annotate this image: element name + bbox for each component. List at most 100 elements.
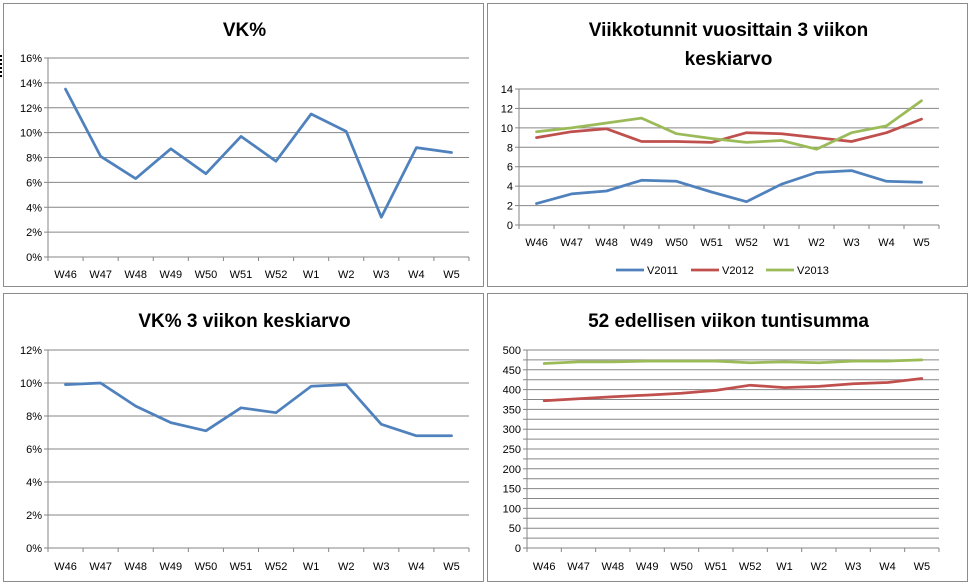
y-tick-label: 0% [26, 543, 42, 555]
x-tick-label: W50 [195, 561, 218, 573]
chart-title: Viikkotunnit vuosittain 3 viikon [589, 20, 868, 41]
x-tick-label: W3 [843, 237, 860, 249]
y-tick-label: 400 [503, 385, 521, 397]
clipped-sheet-border [0, 55, 3, 77]
x-tick-label: W1 [303, 561, 320, 573]
chart-title: keskiarvo [685, 49, 773, 70]
y-tick-label: 4% [26, 477, 42, 489]
y-tick-label: 8% [26, 153, 42, 165]
chart-title: VK% [223, 20, 266, 41]
x-tick-label: W46 [525, 237, 548, 249]
x-tick-label: W50 [670, 561, 693, 573]
chart-vk-3week-avg: VK% 3 viikon keskiarvo 0% 2% 4% 6% 8% 10% 12% W4… [20, 311, 470, 573]
x-tick-label: W51 [705, 561, 728, 573]
y-tick-label: 500 [503, 345, 521, 357]
y-tick-label: 10 [501, 123, 513, 135]
x-tick-label: W4 [879, 561, 896, 573]
x-tick-label: W49 [159, 561, 182, 573]
x-tick-label: W48 [595, 237, 618, 249]
x-tick-label: W2 [338, 561, 355, 573]
legend-label: V2012 [722, 265, 754, 277]
x-tick-label: W49 [636, 561, 659, 573]
x-tick-label: W52 [265, 269, 288, 281]
x-tick-label: W46 [533, 561, 556, 573]
x-tick-label: W3 [373, 561, 390, 573]
y-tick-label: 0 [515, 543, 521, 555]
y-tick-label: 6% [26, 177, 42, 189]
chart-panel-vk-3week-avg[interactable]: VK% 3 viikon keskiarvo 0% 2% 4% 6% 8% 10% 12% W4… [3, 293, 484, 582]
y-tick-label: 200 [503, 464, 521, 476]
x-tick-label: W52 [265, 561, 288, 573]
y-tick-label: 10% [20, 378, 42, 390]
y-tick-label: 8 [507, 142, 513, 154]
x-tick-label: W2 [338, 269, 355, 281]
x-tick-label: W47 [89, 561, 112, 573]
y-tick-label: 14 [501, 84, 513, 96]
x-tick-label: W51 [700, 237, 723, 249]
y-tick-label: 2% [26, 227, 42, 239]
y-tick-label: 6 [507, 162, 513, 174]
x-tick-label: W4 [408, 269, 425, 281]
y-tick-label: 8% [26, 411, 42, 423]
y-tick-label: 250 [503, 444, 521, 456]
y-tick-label: 4 [507, 181, 513, 193]
chart-weekly-hours: Viikkotunnit vuosittain 3 viikon keskiarv… [501, 20, 940, 277]
chart-title: VK% 3 viikon keskiarvo [138, 311, 350, 332]
chart-title: 52 edellisen viikon tuntisumma [588, 311, 869, 332]
y-tick-label: 4% [26, 202, 42, 214]
series-line-v2013 [535, 99, 923, 151]
x-tick-label: W51 [230, 269, 253, 281]
chart-vk-percent: VK% 0% 2% 4% 6% 8% 10% 12% 14% 16% W46 W47 W48 W49 W50… [20, 20, 470, 281]
x-tick-label: W5 [914, 561, 931, 573]
x-tick-label: W48 [602, 561, 625, 573]
y-tick-label: 12 [501, 103, 513, 115]
x-tick-label: W48 [124, 269, 147, 281]
x-tick-label: W48 [124, 561, 147, 573]
series-line-1 [542, 377, 924, 403]
y-tick-label: 10% [20, 128, 42, 140]
y-tick-label: 0 [507, 220, 513, 232]
x-tick-label: W51 [230, 561, 253, 573]
x-tick-label: W5 [443, 269, 460, 281]
x-tick-label: W46 [54, 561, 77, 573]
x-tick-label: W49 [630, 237, 653, 249]
legend-label: V2011 [647, 265, 678, 277]
x-tick-label: W47 [560, 237, 583, 249]
chart-panel-52week-sum[interactable]: 52 edellisen viikon tuntisumma 0 50 100 150 2… [487, 293, 968, 582]
x-tick-label: W50 [195, 269, 218, 281]
x-tick-label: W5 [443, 561, 460, 573]
y-tick-label: 450 [503, 365, 521, 377]
x-tick-label: W47 [567, 561, 590, 573]
x-tick-label: W3 [373, 269, 390, 281]
chart-52week-sum: 52 edellisen viikon tuntisumma 0 50 100 150 2… [503, 311, 940, 573]
y-tick-label: 0% [26, 252, 42, 264]
series-line-v2012 [535, 117, 923, 144]
x-tick-label: W47 [89, 269, 112, 281]
x-tick-label: W1 [776, 561, 793, 573]
y-tick-label: 2 [507, 201, 513, 213]
series-line-2 [542, 358, 924, 365]
y-tick-label: 2% [26, 510, 42, 522]
x-tick-label: W52 [739, 561, 762, 573]
x-tick-label: W2 [811, 561, 828, 573]
series-line-1 [64, 87, 453, 219]
y-tick-label: 50 [509, 523, 521, 535]
x-tick-label: W5 [913, 237, 930, 249]
x-tick-label: W52 [735, 237, 758, 249]
y-tick-label: 12% [20, 345, 42, 357]
y-tick-label: 350 [503, 404, 521, 416]
x-tick-label: W3 [845, 561, 862, 573]
y-tick-label: 16% [20, 53, 42, 65]
chart-panel-weekly-hours[interactable]: Viikkotunnit vuosittain 3 viikon keskiarv… [487, 3, 968, 287]
x-tick-label: W46 [54, 269, 77, 281]
y-tick-label: 300 [503, 424, 521, 436]
x-tick-label: W50 [665, 237, 688, 249]
y-tick-label: 150 [503, 484, 521, 496]
x-tick-label: W4 [408, 561, 425, 573]
x-tick-label: W49 [159, 269, 182, 281]
x-tick-label: W2 [808, 237, 825, 249]
x-tick-label: W1 [773, 237, 790, 249]
y-tick-label: 100 [503, 503, 521, 515]
chart-panel-vk-percent[interactable]: VK% 0% 2% 4% 6% 8% 10% 12% 14% 16% W46 W47 W48 W49 W50… [3, 3, 484, 287]
x-tick-label: W4 [878, 237, 895, 249]
